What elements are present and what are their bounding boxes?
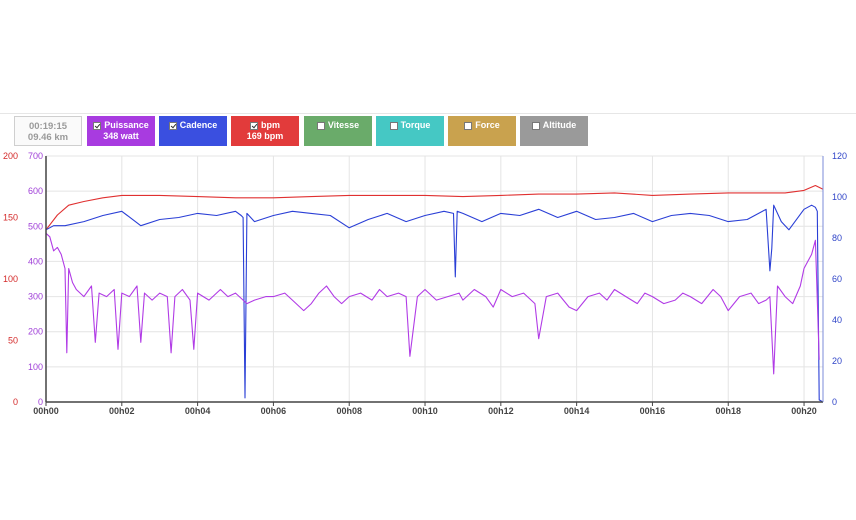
distance: 09.46 km [27, 132, 69, 143]
bpm-tick-label: 50 [8, 336, 18, 346]
series-line-cadence [45, 204, 824, 403]
checkbox-icon[interactable] [464, 121, 473, 130]
cadence-tick-label: 0 [832, 397, 837, 407]
toggle-row: Altitude [520, 120, 588, 131]
series-line-puissance [45, 232, 820, 375]
power-tick-label: 700 [28, 151, 43, 161]
series-line-bpm [45, 184, 824, 231]
bpm-tick-label: 200 [3, 151, 18, 161]
x-tick-label: 00h04 [185, 406, 211, 416]
series-toggle-puissance[interactable]: Puissance 348 watt [87, 116, 155, 146]
x-tick-label: 00h16 [640, 406, 666, 416]
checkbox-icon[interactable] [531, 121, 540, 130]
x-tick-label: 00h02 [109, 406, 135, 416]
series-toggle-cadence[interactable]: Cadence [159, 116, 227, 146]
cadence-tick-label: 80 [832, 233, 842, 243]
summary-box: 00:19:15 09.46 km [14, 116, 82, 146]
series-toggle-altitude[interactable]: Altitude [520, 116, 588, 146]
series-layer [45, 184, 824, 403]
toggle-label: Puissance [104, 120, 149, 130]
x-tick-label: 00h08 [336, 406, 362, 416]
toggle-label: Altitude [542, 120, 577, 130]
toggle-label: Cadence [179, 120, 218, 130]
power-tick-label: 300 [28, 292, 43, 302]
toggle-label: Force [475, 120, 500, 130]
x-tick-label: 00h00 [33, 406, 59, 416]
power-tick-label: 0 [38, 397, 43, 407]
power-tick-label: 100 [28, 362, 43, 372]
cadence-tick-label: 120 [832, 151, 847, 161]
toggle-value: 169 bpm [246, 131, 284, 141]
toggle-row: Cadence [159, 120, 227, 131]
x-tick-label: 00h14 [564, 406, 590, 416]
power-tick-label: 600 [28, 186, 43, 196]
bpm-tick-label: 150 [3, 213, 18, 223]
toggle-label: Vitesse [327, 120, 360, 130]
power-tick-label: 200 [28, 327, 43, 337]
series-toggle-torque[interactable]: Torque [376, 116, 444, 146]
bpm-tick-label: 0 [13, 397, 18, 407]
checkbox-icon[interactable] [316, 121, 325, 130]
x-tick-label: 00h06 [261, 406, 287, 416]
cadence-tick-label: 100 [832, 192, 847, 202]
grid [45, 155, 823, 403]
checkbox-icon[interactable] [93, 121, 102, 130]
toggle-label: Torque [400, 120, 431, 130]
toggle-row: Puissance [87, 120, 155, 131]
elapsed-time: 00:19:15 [28, 121, 68, 132]
toggle-row: Force [448, 120, 516, 131]
axes: 0 50 100 150 200 0 100 200 300 400 500 600 700 0 20 40 6… [3, 151, 847, 416]
toggle-label: bpm [261, 120, 280, 130]
series-toggle-force[interactable]: Force [448, 116, 516, 146]
checkbox-icon[interactable] [168, 121, 177, 130]
series-toggle-bpm[interactable]: bpm 169 bpm [231, 116, 299, 146]
cadence-tick-label: 20 [832, 356, 842, 366]
checkbox-icon[interactable] [389, 121, 398, 130]
cadence-tick-label: 60 [832, 274, 842, 284]
toggle-row: Vitesse [304, 120, 372, 131]
bpm-tick-label: 100 [3, 274, 18, 284]
power-tick-label: 500 [28, 221, 43, 231]
power-tick-label: 400 [28, 256, 43, 266]
checkbox-icon[interactable] [250, 121, 258, 130]
x-tick-label: 00h18 [715, 406, 741, 416]
cadence-tick-label: 40 [832, 315, 842, 325]
x-tick-label: 00h10 [412, 406, 438, 416]
x-tick-label: 00h20 [791, 406, 817, 416]
toggle-row: bpm [231, 120, 299, 131]
series-toggle-vitesse[interactable]: Vitesse [304, 116, 372, 146]
chart-toolbar [0, 113, 856, 154]
toggle-row: Torque [376, 120, 444, 131]
x-tick-label: 00h12 [488, 406, 514, 416]
toggle-value: 348 watt [103, 131, 139, 141]
